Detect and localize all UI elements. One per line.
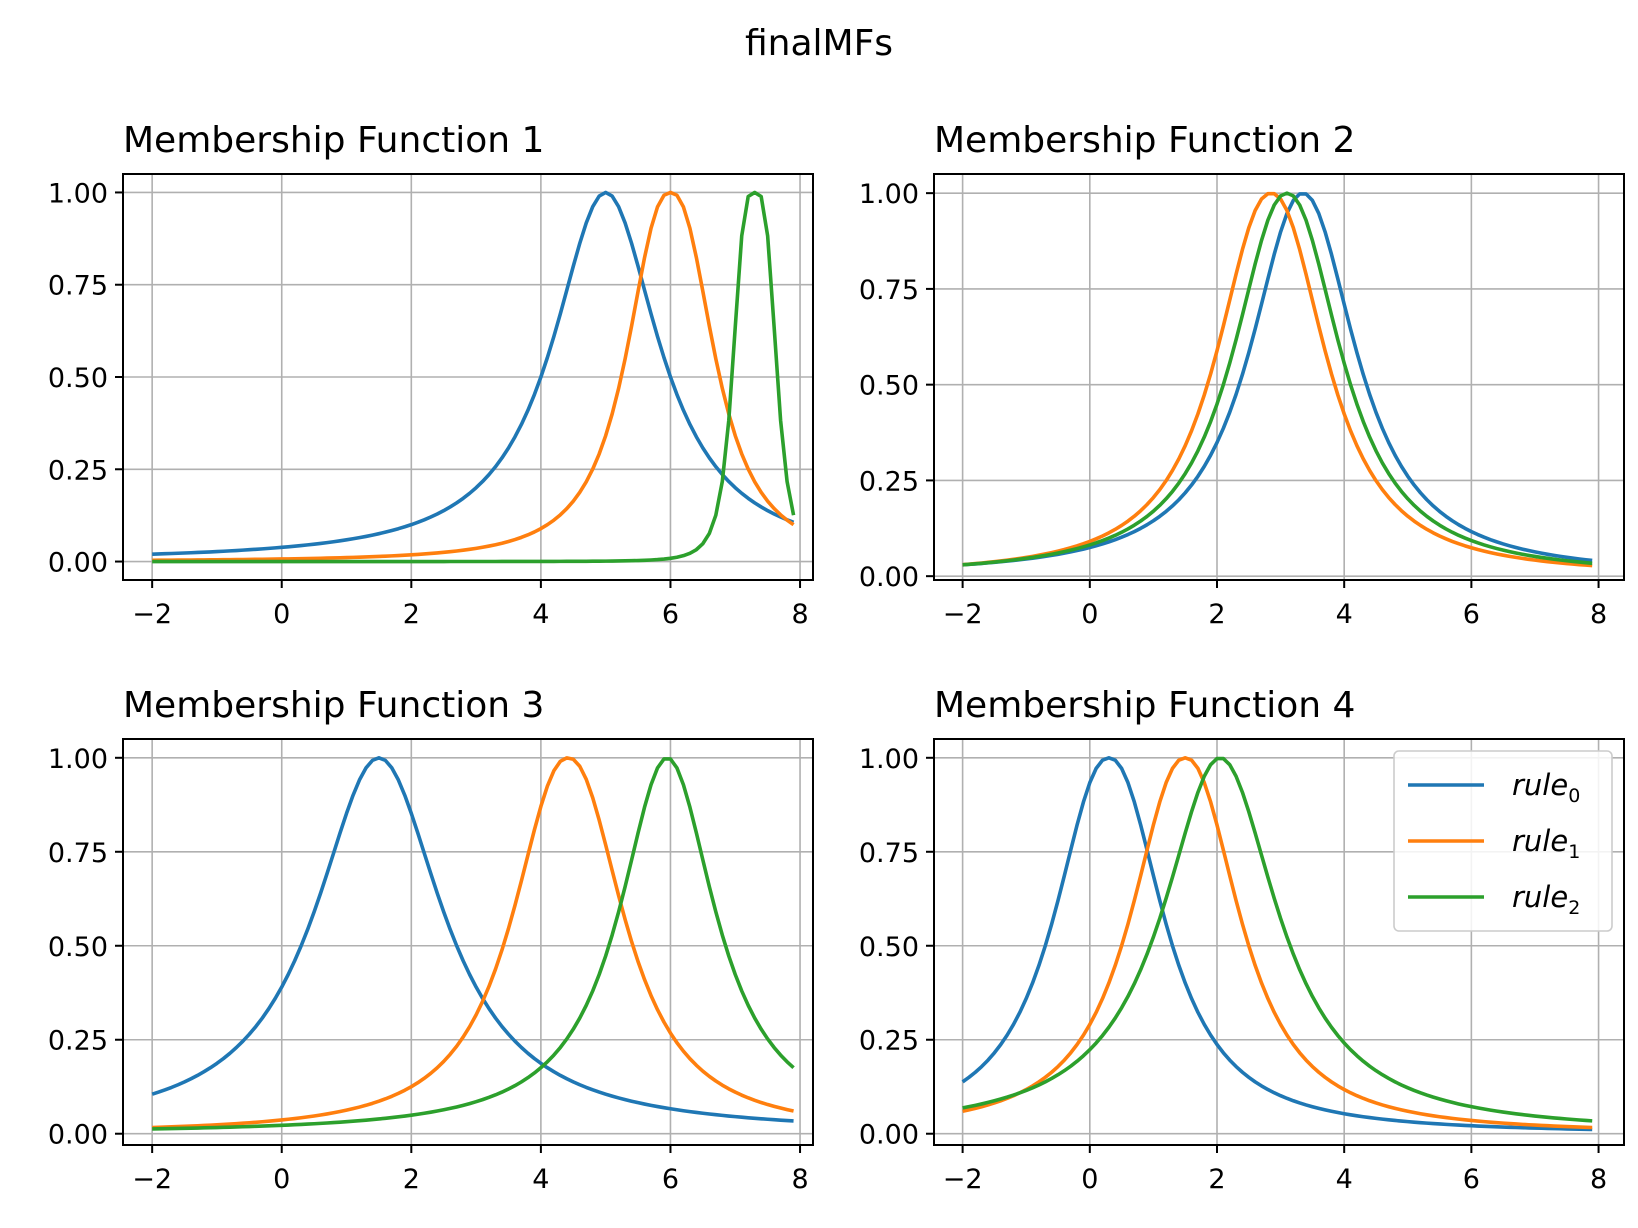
panel-title: Membership Function 1 bbox=[123, 120, 544, 161]
series-line-rule-1 bbox=[152, 190, 795, 563]
grid-lines bbox=[934, 174, 1624, 580]
axes-frame bbox=[933, 738, 1625, 1146]
chart-panel-1: −2 0 2 4 6 8 0.00 0.25 0.50 0.75 1.00 Membership Fu… bbox=[48, 120, 814, 630]
y-tick-label: 0.25 bbox=[48, 455, 108, 486]
x-tick-label: 6 bbox=[662, 599, 679, 630]
chart-panel-3: −2 0 2 4 6 8 0.00 0.25 0.50 0.75 1.00 Membership Fu… bbox=[48, 685, 814, 1195]
legend-label-base: rule bbox=[1512, 824, 1568, 858]
legend-label-2: rule2 bbox=[1512, 880, 1580, 919]
x-tick-label: 2 bbox=[1208, 599, 1225, 630]
y-tick-label: 1.00 bbox=[859, 744, 919, 775]
series-line-rule-1 bbox=[962, 756, 1593, 1130]
y-tick-label: 0.00 bbox=[859, 562, 919, 593]
y-tick-label: 0.25 bbox=[48, 1026, 108, 1057]
legend-label-subscript: 2 bbox=[1568, 897, 1580, 919]
y-tick-label: 1.00 bbox=[859, 179, 919, 210]
x-tick-label: 0 bbox=[1081, 599, 1098, 630]
series-line-rule-0 bbox=[961, 756, 1593, 1132]
x-tick-label: 2 bbox=[403, 1164, 420, 1195]
tick-marks: −2 0 2 4 6 8 0.00 0.25 0.50 0.75 1.00 bbox=[48, 744, 809, 1195]
x-tick-label: 2 bbox=[1208, 1164, 1225, 1195]
y-tick-label: 0.75 bbox=[859, 275, 919, 306]
x-tick-label: 8 bbox=[1590, 599, 1607, 630]
y-tick-label: 0.00 bbox=[48, 548, 108, 579]
legend-label-1: rule1 bbox=[1512, 824, 1580, 863]
y-tick-label: 0.25 bbox=[859, 1026, 919, 1057]
series-line-rule-2 bbox=[152, 190, 796, 564]
legend-label-base: rule bbox=[1512, 768, 1568, 802]
x-tick-label: −2 bbox=[132, 1164, 172, 1195]
grid-lines bbox=[123, 739, 813, 1145]
series-line-rule-2 bbox=[962, 756, 1593, 1123]
series-line-rule-1 bbox=[152, 756, 794, 1130]
x-tick-label: 0 bbox=[273, 599, 290, 630]
y-tick-label: 0.75 bbox=[48, 838, 108, 869]
panel-title: Membership Function 3 bbox=[123, 685, 544, 726]
series-line-rule-1 bbox=[962, 191, 1593, 568]
chart-panel-4: −2 0 2 4 6 8 0.00 0.25 0.50 0.75 1.00 Membership Fu… bbox=[859, 685, 1625, 1195]
axes-frame bbox=[933, 173, 1625, 581]
chart-panel-2: −2 0 2 4 6 8 0.00 0.25 0.50 0.75 1.00 Membership Fu… bbox=[859, 120, 1625, 630]
legend-label-subscript: 1 bbox=[1568, 841, 1580, 863]
y-tick-label: 0.00 bbox=[859, 1120, 919, 1151]
y-tick-label: 0.75 bbox=[859, 838, 919, 869]
panel-title: Membership Function 4 bbox=[934, 685, 1355, 726]
tick-marks: −2 0 2 4 6 8 0.00 0.25 0.50 0.75 1.00 bbox=[48, 178, 809, 630]
legend-label-base: rule bbox=[1512, 880, 1568, 914]
x-tick-label: 8 bbox=[791, 599, 808, 630]
series-line-rule-2 bbox=[152, 757, 795, 1131]
figure-suptitle: finalMFs bbox=[745, 23, 893, 64]
x-tick-label: −2 bbox=[943, 599, 983, 630]
x-tick-label: 0 bbox=[273, 1164, 290, 1195]
x-tick-label: 4 bbox=[532, 599, 549, 630]
series-lines bbox=[962, 191, 1593, 568]
series-line-rule-0 bbox=[151, 756, 794, 1123]
tick-marks: −2 0 2 4 6 8 0.00 0.25 0.50 0.75 1.00 bbox=[859, 179, 1607, 630]
legend-frame bbox=[1393, 750, 1613, 932]
tick-marks: −2 0 2 4 6 8 0.00 0.25 0.50 0.75 1.00 bbox=[859, 744, 1607, 1195]
series-lines bbox=[151, 756, 795, 1131]
x-tick-label: 6 bbox=[662, 1164, 679, 1195]
series-lines bbox=[152, 190, 796, 564]
x-tick-label: 4 bbox=[1336, 599, 1353, 630]
y-tick-label: 0.50 bbox=[48, 363, 108, 394]
series-line-rule-0 bbox=[152, 190, 795, 556]
y-tick-label: 0.00 bbox=[48, 1120, 108, 1151]
panel-title: Membership Function 2 bbox=[934, 120, 1355, 161]
y-tick-label: 1.00 bbox=[48, 178, 108, 209]
y-tick-label: 0.50 bbox=[859, 371, 919, 402]
y-tick-label: 0.50 bbox=[48, 932, 108, 963]
x-tick-label: 8 bbox=[791, 1164, 808, 1195]
x-tick-label: 0 bbox=[1081, 1164, 1098, 1195]
legend-label-0: rule0 bbox=[1512, 768, 1580, 807]
x-tick-label: 6 bbox=[1463, 1164, 1480, 1195]
x-tick-label: 8 bbox=[1590, 1164, 1607, 1195]
series-line-rule-2 bbox=[962, 191, 1593, 567]
x-tick-label: 4 bbox=[1336, 1164, 1353, 1195]
y-tick-label: 0.75 bbox=[48, 271, 108, 302]
panels: −2 0 2 4 6 8 0.00 0.25 0.50 0.75 1.00 Membership Fu… bbox=[48, 120, 1625, 1195]
axes-frame bbox=[122, 738, 814, 1146]
x-tick-label: −2 bbox=[943, 1164, 983, 1195]
y-tick-label: 0.50 bbox=[859, 932, 919, 963]
x-tick-label: 6 bbox=[1463, 599, 1480, 630]
legend-label-subscript: 0 bbox=[1568, 785, 1580, 807]
y-tick-label: 1.00 bbox=[48, 744, 108, 775]
y-tick-label: 0.25 bbox=[859, 466, 919, 497]
series-lines bbox=[961, 756, 1593, 1132]
x-tick-label: 4 bbox=[532, 1164, 549, 1195]
x-tick-label: 2 bbox=[403, 599, 420, 630]
x-tick-label: −2 bbox=[132, 599, 172, 630]
